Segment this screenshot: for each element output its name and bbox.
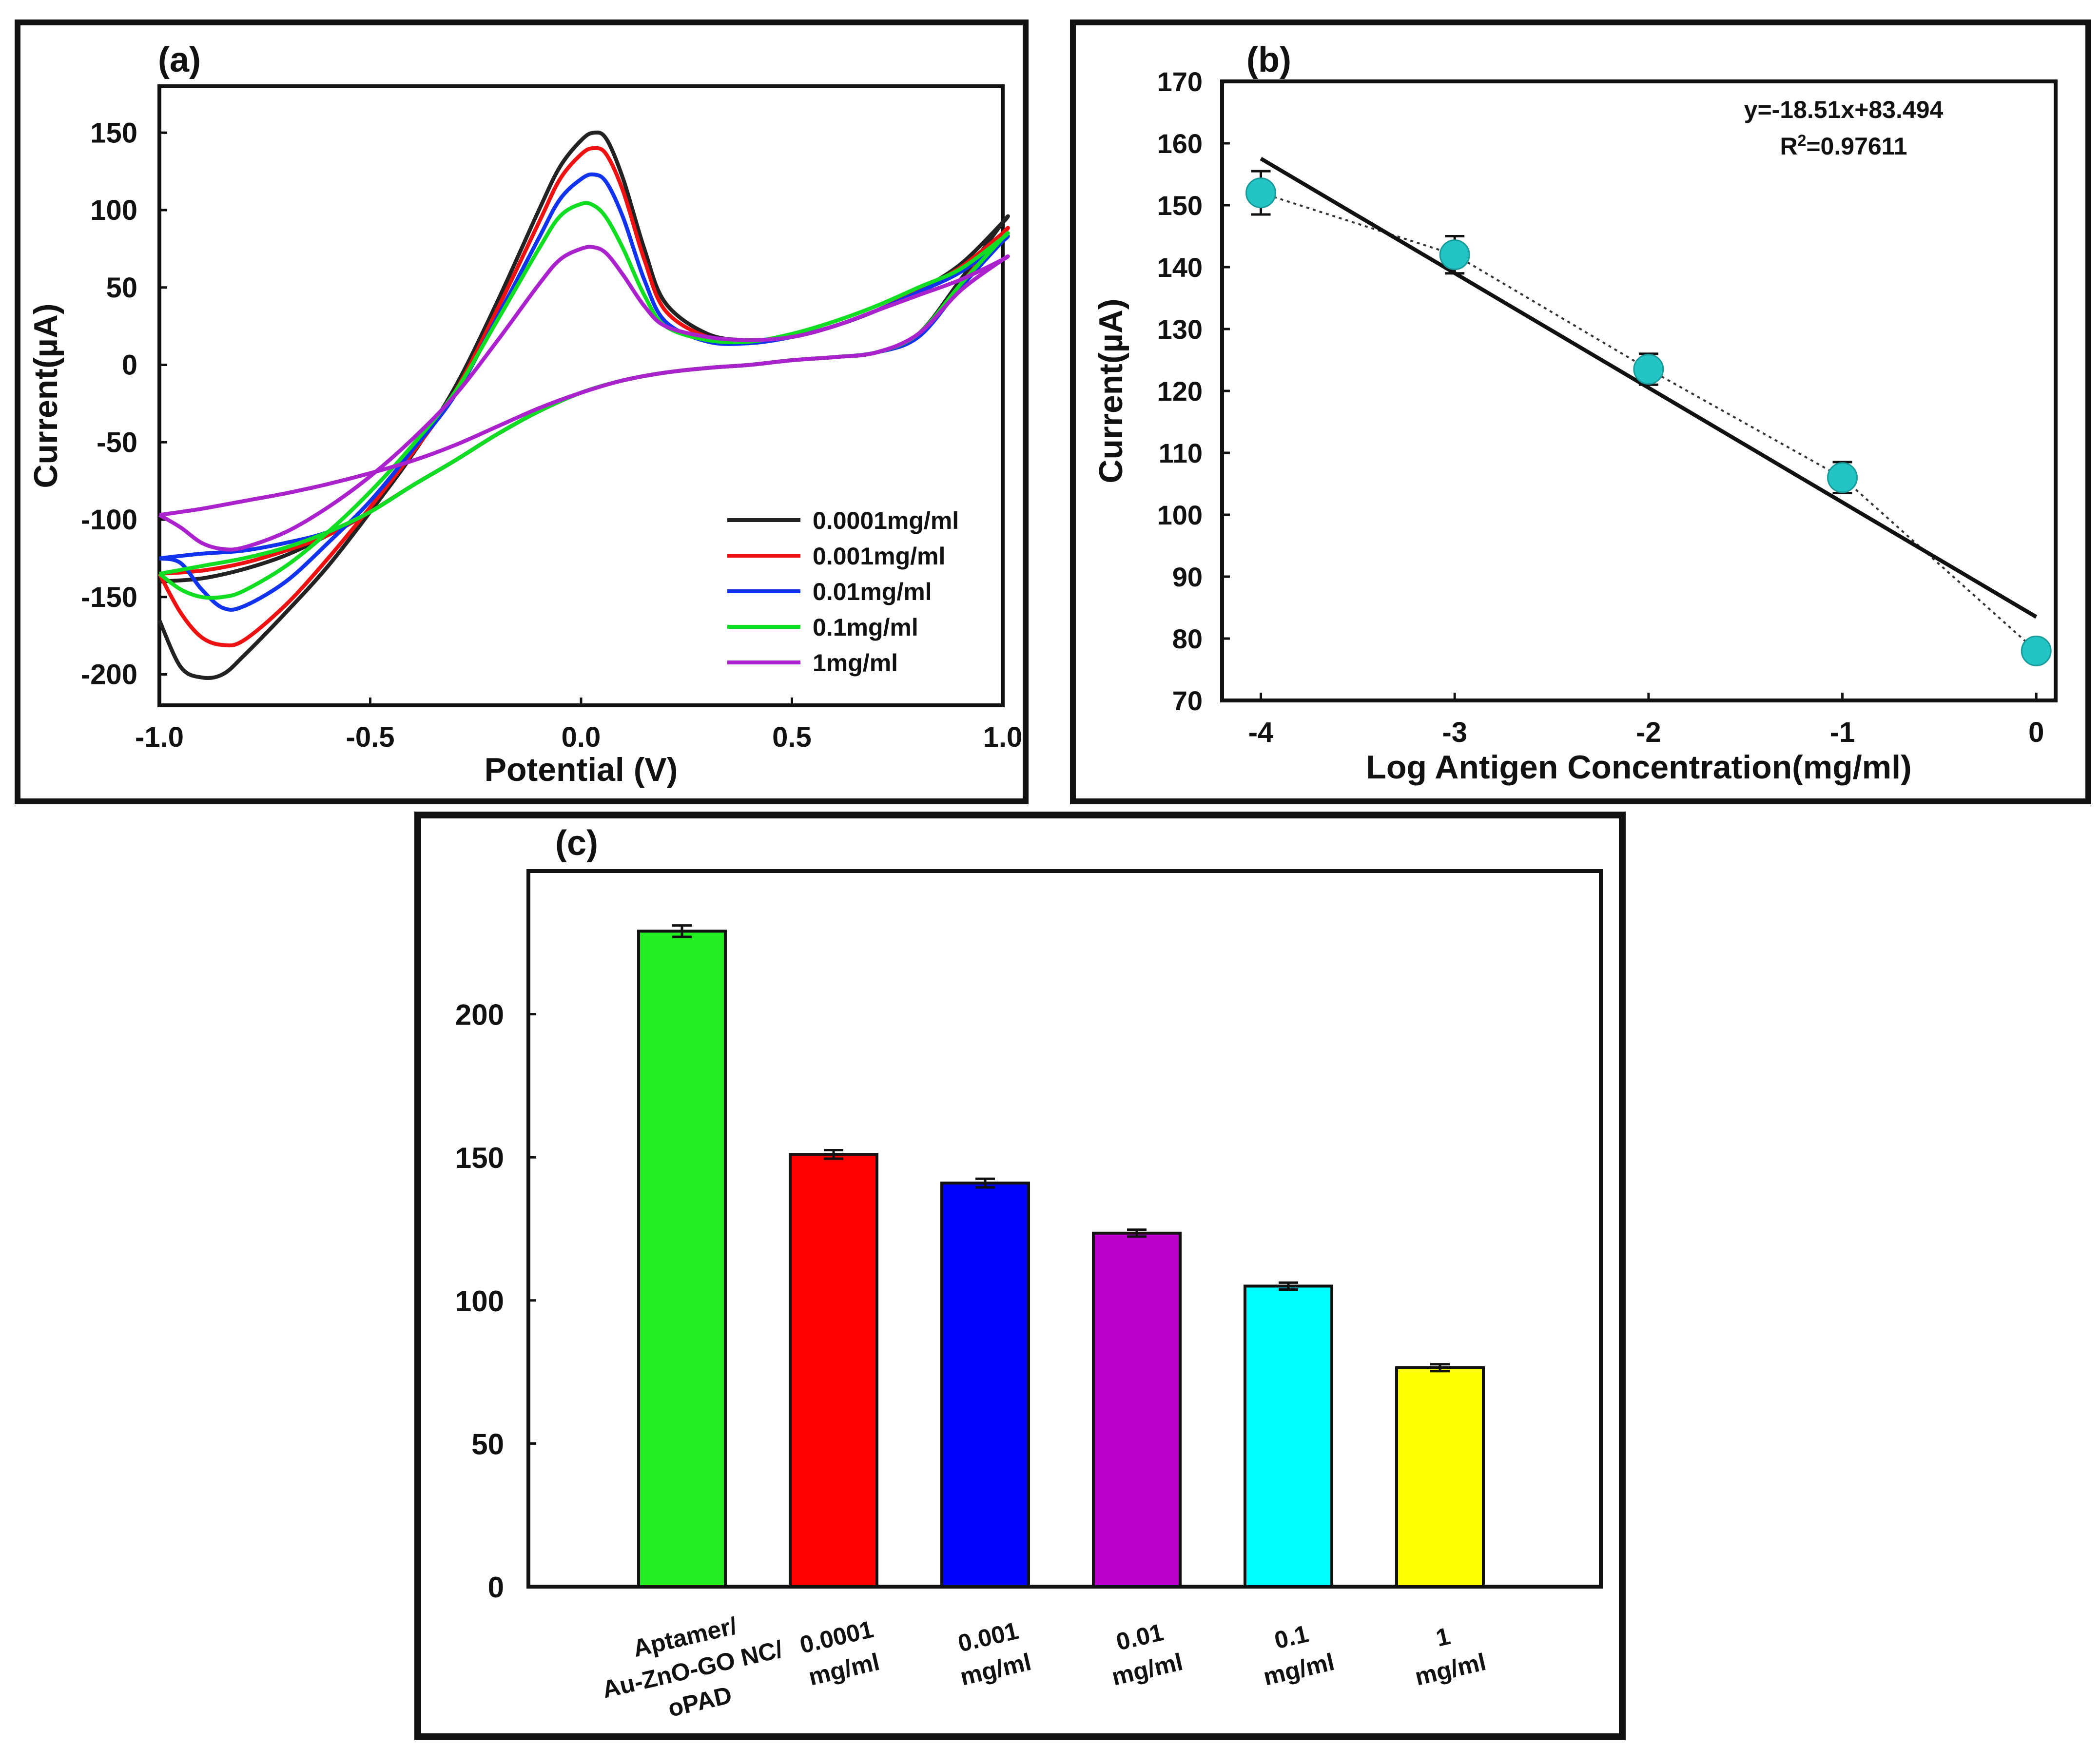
dotted-trend-line: [1260, 192, 2037, 652]
y-tick-label: 50: [106, 272, 137, 304]
x-category-label: 0.1mg/ml: [1253, 1616, 1337, 1691]
calibration-chart: (b) -4 -3 -2 -1 0 70 80 90 100 110 120 130 140 150 160 1…: [1092, 40, 2058, 786]
legend-label: 0.0001mg/ml: [813, 507, 959, 534]
x-axis-title: Log Antigen Concentration(mg/ml): [1366, 749, 1911, 786]
bar: [1092, 1231, 1182, 1588]
cv-curve-5: [158, 245, 1010, 552]
bar-chart: (c) 0 50 100 150 200 Aptamer/Au-ZnO-GO NC/oPAD…: [455, 818, 1603, 1733]
y-tick-label: 110: [1159, 438, 1203, 468]
bar: [1244, 1284, 1333, 1588]
y-tick-label: 100: [455, 1285, 504, 1318]
y-tick-label: 150: [455, 1142, 504, 1174]
data-point: [1633, 354, 1664, 385]
x-tick-label: 1.0: [983, 721, 1023, 753]
data-point: [1245, 177, 1277, 209]
y-tick-label: -50: [97, 427, 137, 458]
x-tick-label: -0.5: [346, 721, 395, 753]
y-tick-label: -150: [81, 582, 137, 613]
y-tick-label: 120: [1157, 376, 1203, 407]
panel-a: (a) -1.0 -0.5 0.0 0.5 1.0 -200 -150 -100 -50 0 50 10…: [15, 19, 1029, 804]
legend-label: 1mg/ml: [813, 649, 898, 677]
bar: [789, 1153, 878, 1588]
x-category-label: 0.001mg/ml: [950, 1616, 1033, 1691]
y-axis-title: Current(µA): [27, 303, 64, 488]
data-point: [1827, 462, 1858, 493]
y-tick-label: 140: [1157, 252, 1203, 283]
y-tick-label: 0: [122, 349, 137, 381]
bar: [1395, 1366, 1485, 1588]
y-tick-label: 0: [488, 1571, 504, 1604]
cv-chart: (a) -1.0 -0.5 0.0 0.5 1.0 -200 -150 -100 -50 0 50 10…: [27, 40, 1023, 788]
y-tick-label: 90: [1172, 562, 1203, 592]
data-point: [1439, 239, 1470, 271]
x-tick-label: 0: [2028, 717, 2044, 748]
x-tick-label: -1.0: [135, 721, 184, 753]
x-category-label: 1mg/ml: [1405, 1616, 1488, 1691]
y-tick-label: 150: [1157, 190, 1203, 221]
panel-label: (c): [555, 824, 598, 863]
legend-label: 0.01mg/ml: [813, 578, 932, 605]
y-tick-label: 100: [90, 194, 137, 226]
y-tick-label: 150: [90, 117, 137, 149]
x-category-label: 0.01mg/ml: [1102, 1616, 1185, 1691]
y-tick-label: 50: [471, 1428, 504, 1460]
bar: [637, 930, 727, 1588]
y-tick-label: 70: [1172, 685, 1203, 716]
panel-b: (b) -4 -3 -2 -1 0 70 80 90 100 110 120 130 140 150 160 1…: [1070, 19, 2091, 804]
y-tick-label: 130: [1157, 314, 1203, 345]
x-tick-label: 0.0: [562, 721, 601, 753]
x-tick-label: 0.5: [772, 721, 812, 753]
y-tick-label: 100: [1157, 500, 1203, 530]
panel-c: (c) 0 50 100 150 200 Aptamer/Au-ZnO-GO NC/oPAD…: [414, 812, 1626, 1740]
panel-label: (b): [1246, 40, 1291, 79]
panel-label: (a): [158, 40, 201, 79]
y-tick-label: 80: [1172, 623, 1203, 654]
x-tick-label: -4: [1248, 717, 1274, 748]
y-tick-label: -100: [81, 504, 137, 536]
x-category-label: Aptamer/Au-ZnO-GO NC/oPAD: [592, 1603, 793, 1733]
plot-frame: [526, 869, 1603, 1589]
fit-equation: y=-18.51x+83.494: [1744, 96, 1944, 123]
cv-curve-2: [157, 146, 1010, 648]
cv-curve-4: [158, 201, 1010, 600]
y-tick-label: 160: [1157, 128, 1203, 159]
data-point: [2021, 635, 2052, 666]
r-squared-label: R2=0.97611: [1780, 132, 1907, 160]
bar: [940, 1182, 1030, 1588]
x-axis-title: Potential (V): [485, 751, 678, 788]
x-tick-label: -1: [1830, 717, 1855, 748]
fit-line: [1260, 156, 2038, 619]
x-category-label: 0.0001mg/ml: [797, 1615, 883, 1691]
label-backdrop: [516, 818, 638, 838]
y-tick-label: 170: [1157, 66, 1203, 97]
x-tick-label: -3: [1442, 717, 1467, 748]
legend-label: 0.1mg/ml: [813, 614, 918, 641]
y-tick-label: 200: [455, 999, 504, 1031]
y-tick-label: -200: [81, 659, 137, 691]
plot-frame: [1220, 79, 2058, 702]
y-axis-title: Current(µA): [1092, 298, 1129, 483]
x-tick-label: -2: [1636, 717, 1661, 748]
legend-label: 0.001mg/ml: [813, 543, 945, 570]
